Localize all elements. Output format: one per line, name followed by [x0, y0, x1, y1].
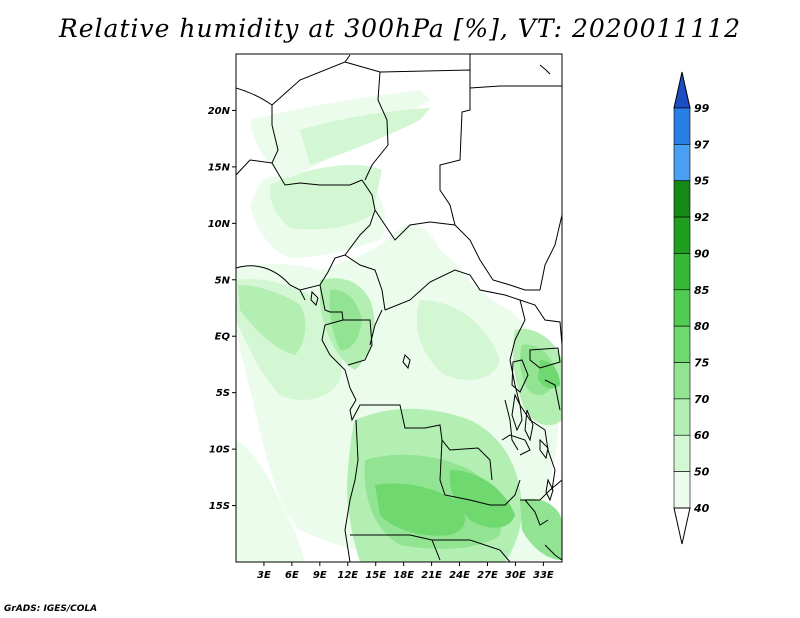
- colorbar-segment: [673, 434, 691, 472]
- colorbar-segment: [673, 471, 691, 509]
- lat-label: 10N: [208, 219, 231, 230]
- colorbar-bottom-arrow: [673, 507, 691, 545]
- lon-label: 6E: [285, 570, 299, 581]
- lakes: [310, 290, 554, 502]
- lon-label: 3E: [257, 570, 271, 581]
- lon-label: 15E: [365, 570, 386, 581]
- lat-label: 10S: [209, 445, 230, 456]
- colorbar-level-label: 95: [694, 175, 710, 188]
- lat-label: 15S: [209, 501, 230, 512]
- colorbar-segment: [673, 107, 691, 145]
- colorbar-level-label: 80: [694, 320, 710, 333]
- colorbar-segment: [673, 144, 691, 182]
- lat-label: 5S: [216, 388, 230, 399]
- lat-label: 15N: [208, 162, 231, 173]
- colorbar-segment: [673, 216, 691, 254]
- colorbar-level-label: 85: [694, 284, 710, 297]
- lon-label: 27E: [477, 570, 498, 581]
- map-frame: [235, 53, 563, 563]
- colorbar-level-label: 97: [694, 138, 710, 151]
- colorbar-segment: [673, 398, 691, 436]
- humidity-field: [236, 90, 562, 562]
- colorbar-segment: [673, 289, 691, 327]
- colorbar-level-label: 92: [694, 211, 710, 224]
- country-borders: [235, 54, 563, 563]
- colorbar-segment: [673, 180, 691, 218]
- lon-label: 24E: [449, 570, 470, 581]
- lat-label: 5N: [215, 275, 231, 286]
- colorbar-level-label: 75: [694, 357, 710, 370]
- colorbar-segment: [673, 362, 691, 400]
- lon-label: 12E: [337, 570, 358, 581]
- lon-label: 33E: [533, 570, 554, 581]
- colorbar-level-label: 50: [694, 466, 710, 479]
- colorbar-top-arrow: [673, 71, 691, 109]
- map-title: Relative humidity at 300hPa [%], VT: 202…: [58, 14, 742, 43]
- colorbar-level-label: 60: [694, 429, 710, 442]
- colorbar-level-label: 99: [694, 102, 710, 115]
- lat-label: 20N: [208, 106, 231, 117]
- colorbar-segment: [673, 325, 691, 363]
- latitude-axis: 20N 15N 10N 5N EQ 5S 10S 15S: [208, 106, 236, 512]
- longitude-axis: 3E 6E 9E 12E 15E 18E 21E 24E 27E 30E 33E: [257, 562, 554, 581]
- lon-label: 30E: [505, 570, 526, 581]
- colorbar-level-label: 90: [694, 247, 710, 260]
- lon-label: 21E: [421, 570, 442, 581]
- colorbar-segment: [673, 253, 691, 291]
- grads-credit: GrADS: IGES/COLA: [4, 604, 98, 614]
- lat-label: EQ: [215, 332, 231, 343]
- colorbar-level-label: 70: [694, 393, 710, 406]
- colorbar-level-label: 40: [693, 502, 710, 515]
- colorbar: 99 97 95 92 90 85 80 75 70 60 50 40: [673, 71, 710, 545]
- lon-label: 9E: [313, 570, 327, 581]
- lon-label: 18E: [393, 570, 414, 581]
